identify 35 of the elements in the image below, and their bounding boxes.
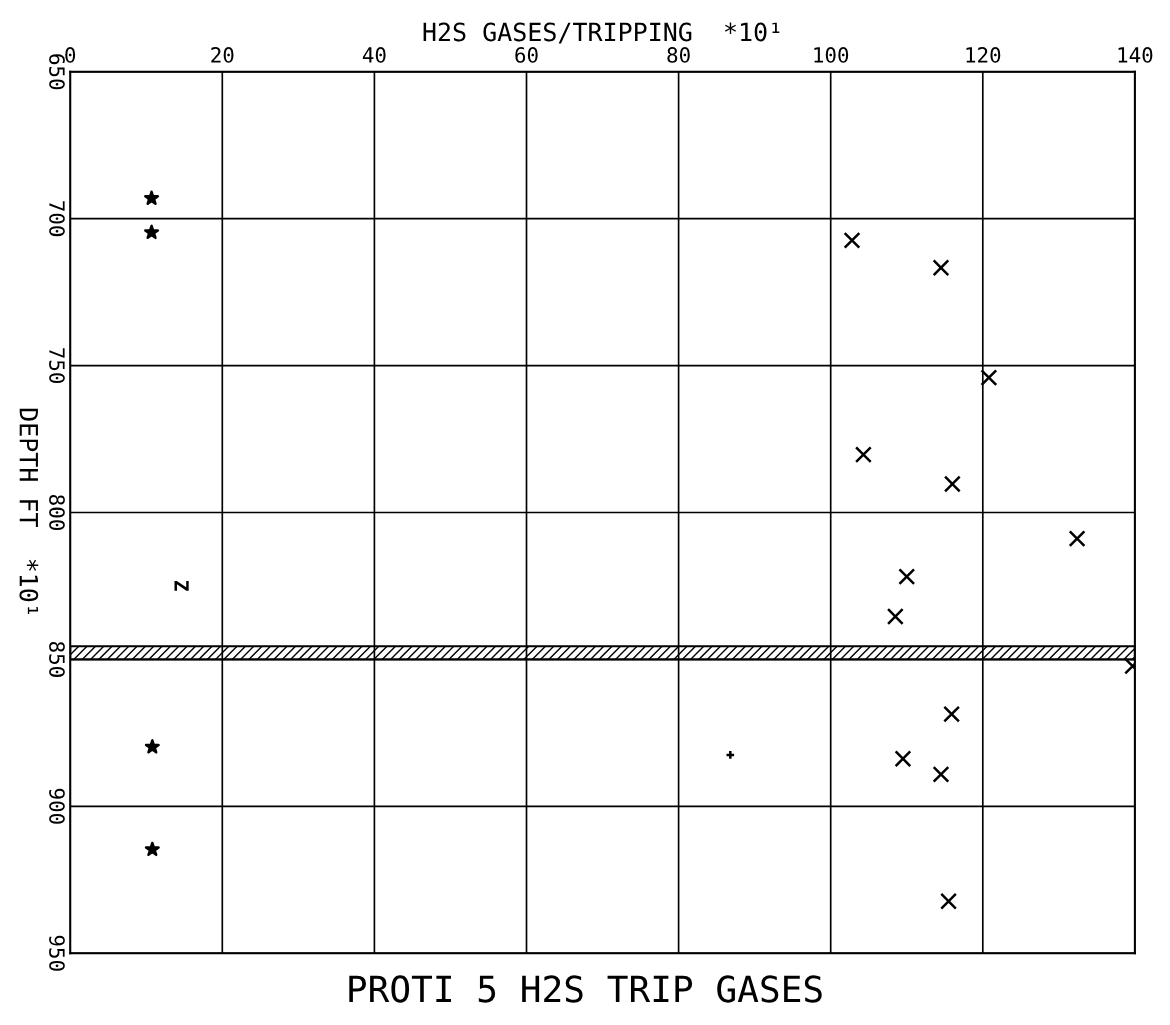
point	[940, 892, 958, 910]
x-tick-label: 60	[515, 47, 538, 63]
point	[894, 750, 912, 768]
y-tick-label: 700	[49, 201, 65, 237]
point	[980, 369, 998, 387]
x-tick-label: 100	[814, 47, 849, 63]
x-tick-label: 80	[667, 47, 690, 63]
x-tick-label: 0	[65, 47, 76, 63]
y-tick-label: 650	[49, 54, 65, 90]
y-axis-title: DEPTH FT *10¹	[19, 408, 39, 614]
x-tick-label: 20	[211, 47, 234, 63]
point	[854, 446, 872, 464]
annotation: Z	[174, 580, 189, 591]
point	[943, 475, 961, 493]
point	[932, 765, 950, 783]
point	[1068, 530, 1086, 548]
x-tick-label: 40	[362, 47, 386, 63]
y-tick-label: 750	[49, 348, 65, 384]
point	[932, 259, 950, 277]
point	[144, 739, 160, 754]
x-axis-title: H2S GASES/TRIPPING *10¹	[423, 22, 780, 44]
y-tick-label: 900	[49, 788, 65, 824]
y-tick-label: 950	[49, 935, 65, 971]
point	[144, 224, 160, 240]
point	[898, 568, 916, 586]
point	[943, 705, 961, 723]
point	[843, 231, 861, 249]
y-tick-label: 800	[49, 495, 65, 530]
point	[144, 190, 160, 205]
y-tick-label: 850	[49, 641, 65, 677]
point	[886, 607, 904, 626]
text: PROTI 5 H2S TRIP GASES	[349, 975, 822, 1003]
point	[144, 841, 160, 857]
x-tick-label: 140	[1118, 47, 1153, 63]
x-tick-label: 120	[966, 47, 1001, 63]
